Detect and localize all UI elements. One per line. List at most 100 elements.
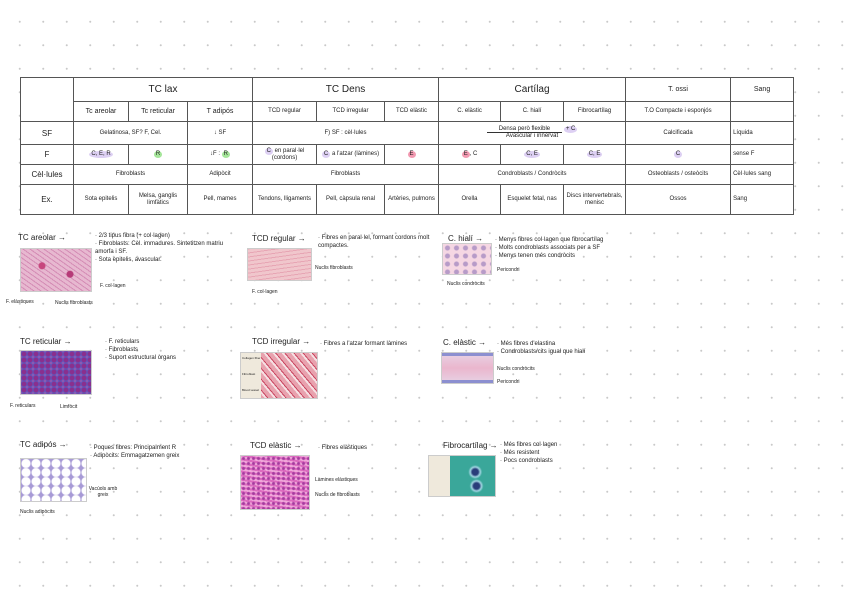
sf-cart-bottom: Avascular i innervat (505, 133, 559, 139)
card-title-adipos: TC adipós → (20, 440, 67, 449)
micrograph-tcd-regular (247, 248, 312, 281)
bullet: Sota epitelis, avascular. (95, 256, 235, 264)
label: Vacúols amb greix (88, 486, 118, 498)
bullet: Condroblasts/cits igual que hialí (497, 348, 647, 356)
label: F. elàstiques (6, 299, 34, 305)
cells-cartilag: Condroblasts / Condròcits (438, 164, 627, 185)
subtype-tcd-regular: TCD regular (252, 101, 318, 122)
f-ossi: C (673, 151, 683, 158)
subtype-sang-empty (730, 101, 795, 122)
corner-cell (20, 77, 74, 122)
ex-hiali: Esquelet fetal, nas (500, 184, 565, 215)
cells-sang: Cèl·lules sang (730, 164, 795, 185)
ex-ossi: Ossos (625, 184, 732, 215)
f-sang: sense F (730, 144, 795, 165)
subtype-fibrocartilag: Fibrocartílag (563, 101, 627, 122)
bullets-tcd-irregular: Fibres a l'atzar formant làmines (320, 340, 420, 348)
bullets-tcd-regular: Fibres en paral·lel, formant cordons mol… (318, 234, 433, 250)
sf-ossi: Calcificada (625, 121, 732, 145)
subtype-to: T.O Compacte i esponjós (625, 101, 732, 122)
group-t-ossi: T. ossi (625, 77, 732, 102)
label: Collagen fiber (242, 356, 261, 360)
subtype-areolar: Tc areolar (73, 101, 129, 122)
f-irregular-c: C (321, 151, 331, 158)
label: Blood vessel (242, 388, 260, 392)
ex-regular: Tendons, lligaments (252, 184, 318, 215)
subtype-c-hiali: C. hialí (500, 101, 565, 122)
subtype-tcd-elastic: TCD elàstic (384, 101, 440, 122)
label: Nuclis fibroblasts (315, 265, 353, 271)
bullet: Més fibres col·lagen (500, 441, 630, 449)
f-adipos-pre: ↓F : (210, 151, 220, 157)
bullets-tcd-elastic: Fibres elàstiques (318, 444, 418, 452)
micrograph-c-elastic (441, 352, 494, 384)
subtype-c-elastic: C. elàstic (438, 101, 502, 122)
bullet: F. reticulars (105, 338, 235, 346)
micrograph-tcd-elastic (240, 455, 310, 510)
subtype-tcd-irregular: TCD irregular (316, 101, 386, 122)
sf-cart-top: Densa però flexible (486, 126, 563, 133)
sf-lax: Gelatinosa, SF? F, Cel. (73, 121, 188, 145)
card-title-c-hiali: C. hialí → (448, 234, 484, 243)
f-c-elastic: , C (469, 151, 478, 157)
label: Fibroblast (242, 372, 256, 376)
card-title-c-elastic: C. elàstic → (443, 338, 487, 347)
bullets-c-elastic: Més fibres d'elastinaCondroblasts/cits i… (497, 340, 647, 356)
f-reticular: R (153, 151, 163, 158)
bullet: Menys fibres col·lagen que fibrocartílag (495, 236, 655, 244)
bullet: Menys tenen més condròcits (495, 252, 655, 260)
bullets-fibrocartilag: Més fibres col·lagenMés resistentPocs co… (500, 441, 630, 465)
row-label-f: F (20, 144, 74, 165)
bullet: Poques fibres: Principalment R (90, 444, 240, 452)
sf-dens: F) SF : cèl·lules (252, 121, 440, 145)
tissue-summary-table: TC lax TC Dens Cartílag T. ossi Sang Tc … (20, 77, 795, 215)
label: Nuclis condròcits (497, 366, 535, 372)
cells-adipos: Adipòcit (186, 164, 254, 185)
bullet: Fibres en paral·lel, formant cordons mol… (318, 234, 433, 250)
bullet: Fibroblasts: Cèl. immadures. Sintetitzen… (95, 240, 235, 256)
card-title-tcd-regular: TCD regular → (252, 234, 306, 243)
f-elastic: E (407, 151, 416, 158)
label: Limfòcit (60, 404, 78, 410)
row-label-ex: Ex. (20, 184, 74, 215)
bullets-areolar: 2/3 tipus fibra (+ col·lagen)Fibroblasts… (95, 232, 235, 264)
label: F. reticulars (10, 403, 36, 409)
bullet: Fibroblasts (105, 346, 235, 354)
bullet: Fibres elàstiques (318, 444, 418, 452)
micrograph-adipos (20, 458, 87, 502)
card-title-tcd-elastic: TCD elàstic → (250, 441, 302, 450)
bullet: Fibres a l'atzar formant làmines (320, 340, 420, 348)
bullet: Més resistent (500, 449, 630, 457)
ex-adipos: Pell, mames (186, 184, 254, 215)
bullets-adipos: Poques fibres: Principalment RAdipòcits:… (90, 444, 240, 460)
ex-elastic: Artèries, pulmons (384, 184, 440, 215)
f-adipos: R (221, 151, 231, 158)
label: Nuclis de fibroblasts (315, 492, 360, 498)
micrograph-tcd-irregular: Collagen fiber Fibroblast Blood vessel (240, 352, 318, 399)
subtype-reticular: Tc reticular (128, 101, 188, 122)
bullet: Adipòcits: Emmagatzemen greix (90, 452, 240, 460)
row-label-cells: Cèl·lules (20, 164, 74, 185)
card-title-areolar: TC areolar → (18, 233, 67, 242)
f-fibro: C, E (586, 151, 603, 158)
cells-dens: Fibroblasts (252, 164, 440, 185)
sf-cart-arrow: + C (563, 126, 578, 133)
group-sang: Sang (730, 77, 795, 102)
f-regular-c: C (264, 147, 273, 155)
card-title-fibrocartilag: Fibrocartílag → (443, 441, 498, 450)
label: Nuclis condròcits (447, 281, 485, 287)
bullet: Més fibres d'elastina (497, 340, 647, 348)
micrograph-areolar (20, 248, 92, 292)
sf-cartilag: Densa però flexible + C Avascular i inner… (438, 121, 627, 145)
f-areolar: C, E, R (89, 151, 113, 158)
row-label-sf: SF (20, 121, 74, 145)
f-c-elastic-e: E (461, 151, 470, 158)
subtype-adipos: T adipós (186, 101, 254, 122)
group-tc-dens: TC Dens (252, 77, 440, 102)
ex-sang: Sang (730, 184, 795, 215)
group-cartilag: Cartílag (438, 77, 627, 102)
card-title-reticular: TC reticular → (20, 337, 72, 346)
sf-adipos: ↓ SF (186, 121, 254, 145)
label: Nuclis fibroblasts (55, 300, 93, 306)
cells-lax: Fibroblasts (73, 164, 188, 185)
